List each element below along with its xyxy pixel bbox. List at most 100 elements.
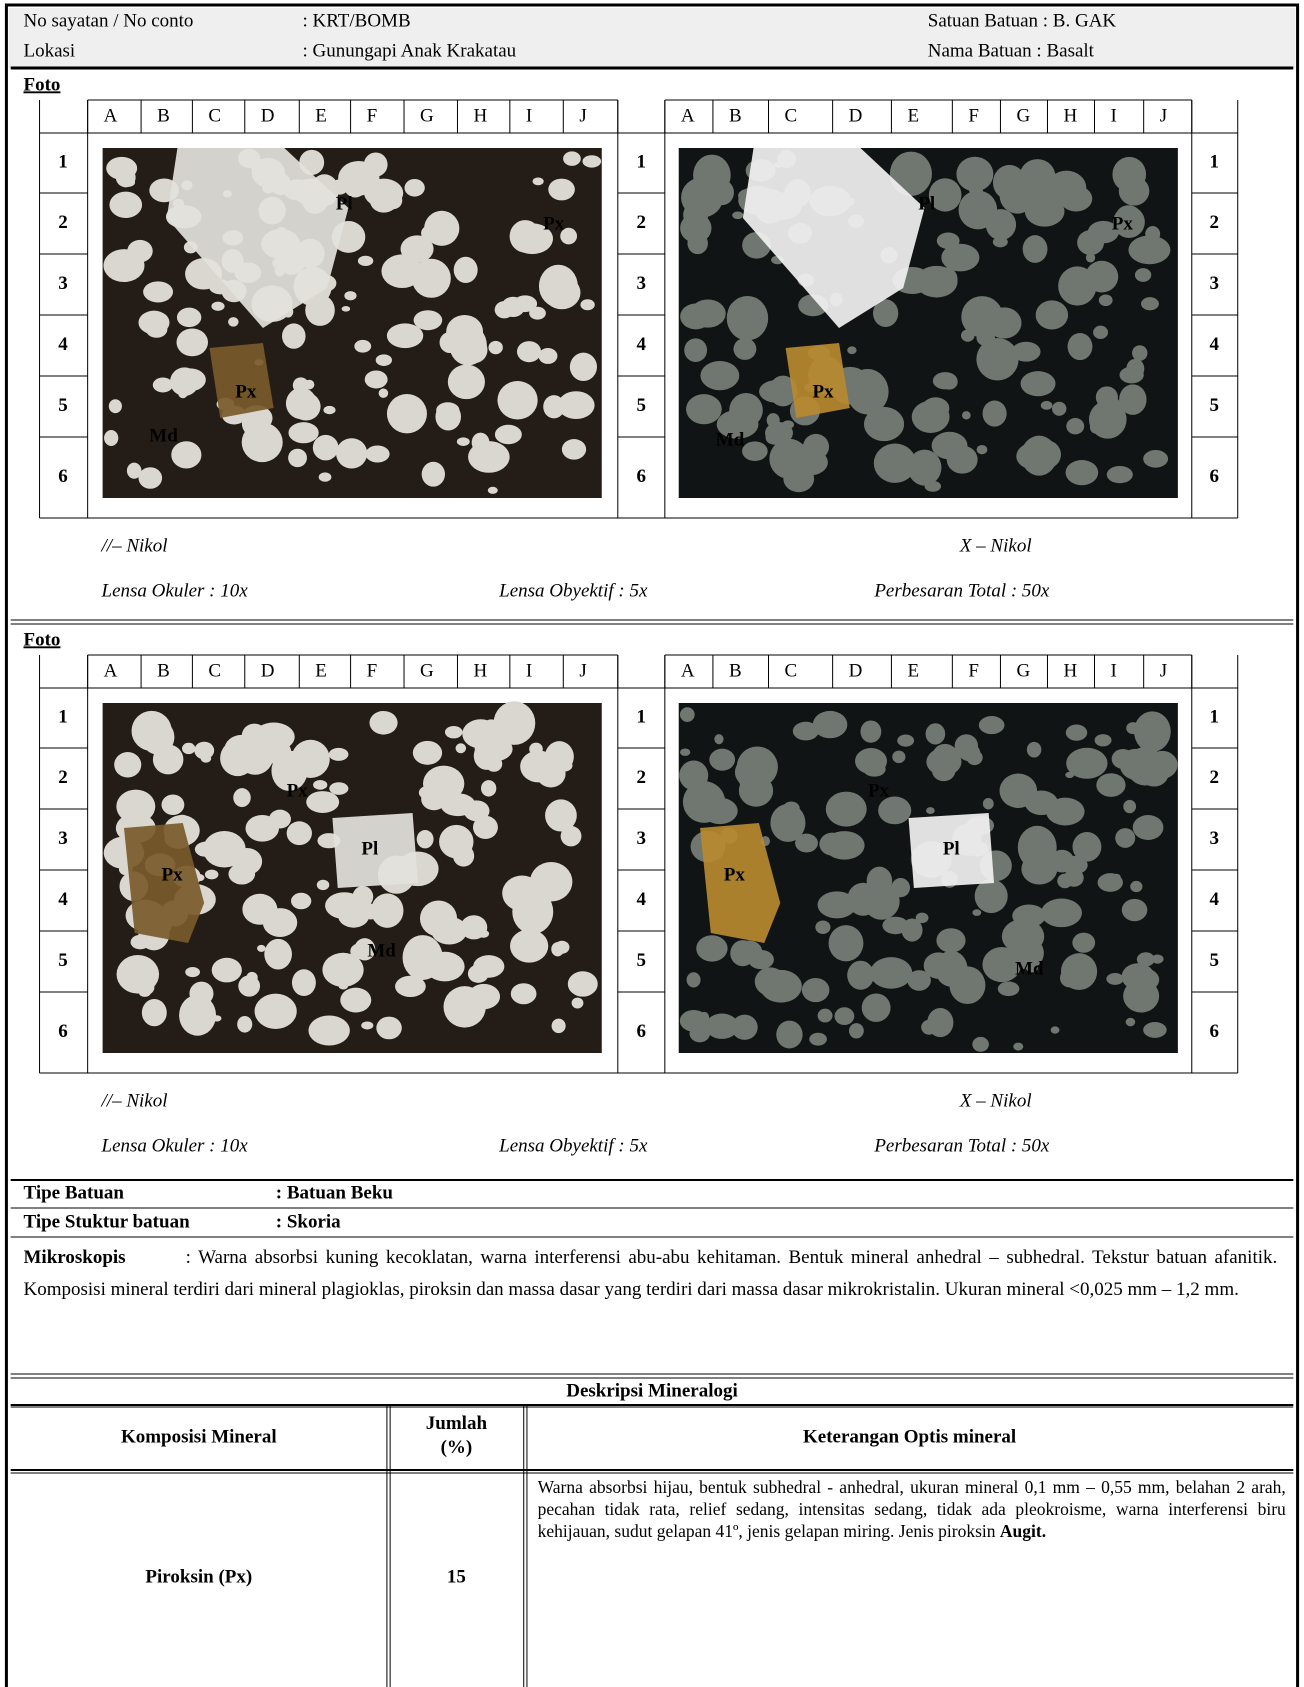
groundmass-blob [204,869,219,880]
groundmass-blob [949,966,986,1005]
value: : KRT/BOMB [302,10,410,31]
groundmass-blob [462,719,499,749]
grid-row-label: 4 [1209,334,1219,355]
groundmass-blob [545,799,577,832]
groundmass-blob [825,791,867,827]
groundmass-blob [509,929,549,963]
mineral-label: Md [716,429,745,450]
groundmass-blob [114,752,142,778]
grid-column-label: B [729,105,742,126]
groundmass-blob [551,1018,566,1034]
groundmass-blob [941,243,980,272]
groundmass-blob [341,306,351,312]
caption: //– Nikol [101,535,168,556]
groundmass-blob [126,462,142,479]
groundmass-blob [1143,1022,1167,1038]
groundmass-blob [306,791,340,813]
crystal [209,343,274,418]
groundmass-blob [982,400,1007,427]
groundmass-blob [421,461,446,487]
groundmass-blob [363,152,388,177]
groundmass-blob [997,981,1020,997]
groundmass-blob [453,256,478,283]
grid-row-label: 2 [637,212,647,233]
groundmass-blob [150,721,168,740]
groundmass-blob [203,831,246,868]
groundmass-blob [742,441,768,461]
groundmass-blob [728,299,754,326]
groundmass-blob [1128,235,1171,265]
groundmass-blob [972,1036,989,1052]
groundmass-blob [1021,435,1058,476]
groundmass-blob [1100,396,1121,413]
crystal [785,343,850,418]
groundmass-blob [473,741,500,770]
grid-row-label: 3 [1209,828,1219,849]
groundmass-blob [946,445,978,474]
groundmass-blob [679,1009,708,1032]
groundmass-blob [365,912,376,920]
groundmass-blob [378,388,389,398]
groundmass-blob [529,306,546,320]
groundmass-blob [1013,1042,1024,1051]
grid-column-label: G [420,105,434,126]
groundmass-blob [931,759,956,782]
groundmass-blob [271,754,283,766]
grid-column-label: D [849,105,863,126]
groundmass-blob [141,998,167,1027]
grid-row-label: 6 [637,466,647,487]
groundmass-blob [350,943,370,960]
groundmass-blob [138,467,163,489]
groundmass-blob [447,364,485,400]
groundmass-blob [1121,898,1148,922]
mineral-label: Pl [361,838,378,859]
groundmass-blob [455,743,467,754]
grid-row-label: 2 [58,212,68,233]
grid-column-label: I [526,105,532,126]
groundmass-blob [889,151,932,197]
groundmass-blob [145,321,168,338]
groundmass-blob [1085,252,1096,263]
groundmass-blob [961,296,1003,338]
groundmass-blob [175,814,190,826]
groundmass-blob [269,809,291,829]
groundmass-blob [1065,724,1088,741]
groundmass-blob [1049,849,1075,873]
grid-row-label: 1 [58,706,68,727]
groundmass-blob [927,1008,954,1038]
groundmass-blob [411,258,451,298]
groundmass-blob [1020,371,1056,397]
groundmass-blob [288,422,319,444]
groundmass-blob [580,299,595,311]
groundmass-blob [312,434,339,461]
grid-column-label: C [785,105,798,126]
groundmass-blob [976,444,988,455]
groundmass-blob [1106,466,1133,484]
grid-column-label: A [681,105,695,126]
caption: Lensa Okuler : 10x [101,580,249,601]
caption: Perbesaran Total : 50x [873,580,1050,601]
groundmass-blob [424,210,460,246]
groundmass-blob [369,710,398,735]
groundmass-blob [171,441,202,469]
groundmass-blob [512,889,554,934]
groundmass-blob [493,701,536,745]
groundmass-blob [439,331,460,354]
groundmass-blob [770,803,806,842]
groundmass-blob [285,387,317,420]
table-title: Deskripsi Mineralogi [566,1380,738,1401]
groundmass-blob [1035,300,1069,330]
groundmass-blob [416,829,434,849]
grid-column-label: G [1016,105,1030,126]
grid-column-label: E [315,105,327,126]
grid-row-label: 3 [1209,273,1219,294]
groundmass-blob [759,380,794,403]
groundmass-blob [1145,225,1161,243]
groundmass-blob [978,716,1005,735]
grid-column-label: C [208,105,221,126]
grid-column-label: I [1111,660,1117,681]
groundmass-blob [860,720,882,743]
groundmass-blob [176,307,202,328]
caption: //– Nikol [101,1090,168,1111]
groundmass-blob [316,879,330,891]
